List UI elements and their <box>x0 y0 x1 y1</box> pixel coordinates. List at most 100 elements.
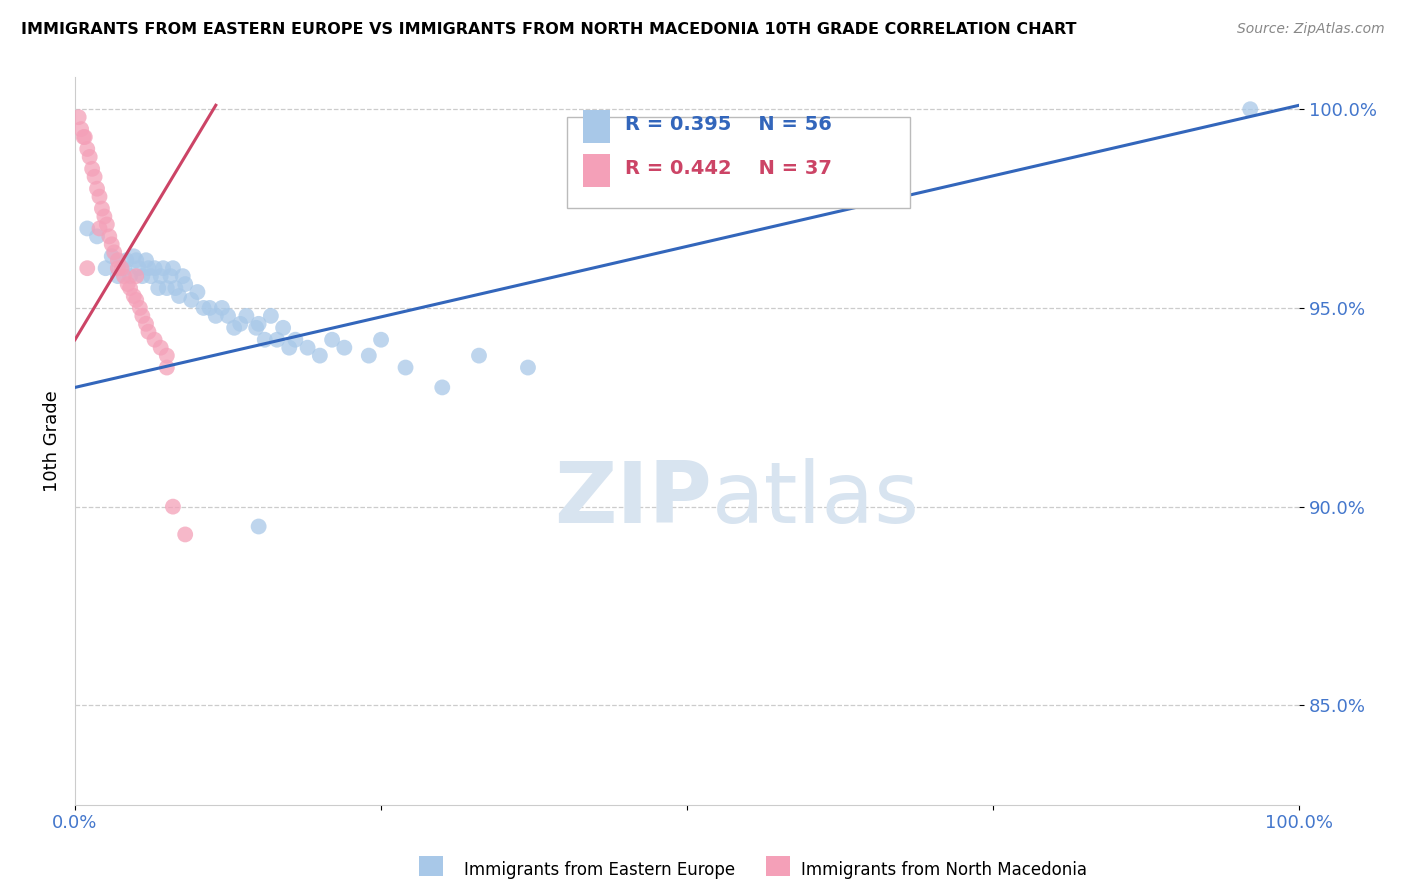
Point <box>224 320 246 334</box>
Point <box>128 261 150 276</box>
Point <box>148 281 170 295</box>
Point <box>180 293 202 307</box>
Point <box>229 317 252 331</box>
Point <box>76 142 98 156</box>
Point <box>91 202 114 216</box>
Point <box>107 253 129 268</box>
Point <box>131 309 153 323</box>
Point <box>156 349 179 363</box>
Point <box>138 325 160 339</box>
FancyBboxPatch shape <box>766 856 790 876</box>
Point <box>89 189 111 203</box>
Point <box>308 349 330 363</box>
Point <box>82 161 104 176</box>
Text: Source: ZipAtlas.com: Source: ZipAtlas.com <box>1237 22 1385 37</box>
Point <box>162 261 184 276</box>
Point <box>120 281 142 295</box>
Point <box>122 249 145 263</box>
Point <box>297 341 319 355</box>
FancyBboxPatch shape <box>419 856 443 876</box>
Point <box>128 301 150 315</box>
Point <box>73 130 96 145</box>
Point <box>152 261 174 276</box>
Point <box>100 249 122 263</box>
Point <box>1239 102 1261 116</box>
Point <box>72 130 94 145</box>
Text: Immigrants from Eastern Europe: Immigrants from Eastern Europe <box>464 861 735 879</box>
Point <box>103 245 125 260</box>
Point <box>253 333 276 347</box>
Point <box>76 221 98 235</box>
Point <box>271 320 294 334</box>
Point <box>235 309 257 323</box>
Point <box>122 289 145 303</box>
Point <box>79 150 101 164</box>
FancyBboxPatch shape <box>583 111 610 143</box>
Point <box>125 253 148 268</box>
Point <box>165 281 187 295</box>
Point <box>131 269 153 284</box>
Point <box>83 169 105 184</box>
Point <box>110 261 132 276</box>
Point <box>333 341 356 355</box>
Point <box>115 253 138 268</box>
Point <box>204 309 226 323</box>
Point <box>245 320 267 334</box>
Point <box>143 261 166 276</box>
Point <box>278 341 301 355</box>
Point <box>139 269 162 284</box>
Text: Immigrants from North Macedonia: Immigrants from North Macedonia <box>801 861 1087 879</box>
Point <box>186 285 208 299</box>
Point <box>162 500 184 514</box>
Point <box>86 229 108 244</box>
Text: ZIP: ZIP <box>554 458 711 541</box>
Point <box>125 293 148 307</box>
Point <box>217 309 239 323</box>
Point <box>89 221 111 235</box>
Point <box>159 269 181 284</box>
Point <box>198 301 221 315</box>
FancyBboxPatch shape <box>567 118 910 209</box>
Point <box>284 333 307 347</box>
Point <box>94 261 117 276</box>
Point <box>247 519 270 533</box>
Point <box>468 349 491 363</box>
Point <box>432 380 454 394</box>
Point <box>96 218 118 232</box>
Point <box>125 269 148 284</box>
Point <box>138 261 160 276</box>
Point <box>260 309 283 323</box>
Point <box>112 261 135 276</box>
Point <box>247 317 270 331</box>
Point <box>193 301 215 315</box>
Point <box>357 349 380 363</box>
Point <box>321 333 343 347</box>
Text: IMMIGRANTS FROM EASTERN EUROPE VS IMMIGRANTS FROM NORTH MACEDONIA 10TH GRADE COR: IMMIGRANTS FROM EASTERN EUROPE VS IMMIGR… <box>21 22 1077 37</box>
Point <box>107 261 129 276</box>
Point <box>149 269 172 284</box>
Point <box>76 261 98 276</box>
Point <box>107 269 129 284</box>
Point <box>98 229 121 244</box>
Point <box>266 333 288 347</box>
Point <box>370 333 392 347</box>
Point <box>211 301 233 315</box>
Point <box>174 527 197 541</box>
Point <box>112 269 135 284</box>
Point <box>86 182 108 196</box>
Point <box>174 277 197 291</box>
Point <box>67 110 90 124</box>
Point <box>167 289 190 303</box>
FancyBboxPatch shape <box>583 153 610 186</box>
Point <box>93 210 115 224</box>
Point <box>135 317 157 331</box>
Text: R = 0.442    N = 37: R = 0.442 N = 37 <box>624 159 831 178</box>
Point <box>394 360 416 375</box>
Point <box>172 269 194 284</box>
Point <box>117 277 139 291</box>
Text: R = 0.395    N = 56: R = 0.395 N = 56 <box>624 115 831 134</box>
Point <box>149 341 172 355</box>
Y-axis label: 10th Grade: 10th Grade <box>44 390 60 491</box>
Text: atlas: atlas <box>711 458 920 541</box>
Point <box>100 237 122 252</box>
